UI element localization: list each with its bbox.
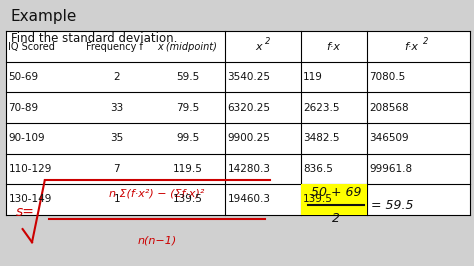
- Text: 2: 2: [114, 72, 120, 82]
- Text: 70-89: 70-89: [9, 103, 38, 113]
- Bar: [6, 31, 470, 215]
- Text: 2623.5: 2623.5: [303, 103, 339, 113]
- Text: 99.5: 99.5: [176, 133, 199, 143]
- Text: 1: 1: [114, 194, 120, 204]
- Text: n(n−1): n(n−1): [137, 236, 176, 246]
- Text: Frequency f: Frequency f: [86, 42, 143, 52]
- Text: 7080.5: 7080.5: [369, 72, 405, 82]
- Text: n Σ(f·x²) − (Σf·x)²: n Σ(f·x²) − (Σf·x)²: [109, 189, 205, 198]
- Text: = 59.5: = 59.5: [371, 199, 414, 212]
- Text: s=: s=: [16, 205, 35, 219]
- Text: 99961.8: 99961.8: [369, 164, 412, 174]
- Text: 9900.25: 9900.25: [228, 133, 271, 143]
- Text: Example: Example: [11, 9, 77, 24]
- Text: 90-109: 90-109: [9, 133, 45, 143]
- Text: 139.5: 139.5: [303, 194, 333, 204]
- Text: 130-149: 130-149: [9, 194, 52, 204]
- Text: 836.5: 836.5: [303, 164, 333, 174]
- Text: 3540.25: 3540.25: [228, 72, 271, 82]
- Text: 3482.5: 3482.5: [303, 133, 339, 143]
- Text: 139.5: 139.5: [173, 194, 202, 204]
- Text: f·x: f·x: [327, 42, 341, 52]
- Text: f·x: f·x: [404, 42, 419, 52]
- Text: 33: 33: [110, 103, 123, 113]
- Text: 119: 119: [303, 72, 323, 82]
- Text: x (midpoint): x (midpoint): [157, 42, 218, 52]
- Text: 19460.3: 19460.3: [228, 194, 271, 204]
- Text: Find the standard deviation.: Find the standard deviation.: [11, 32, 177, 45]
- Text: 35: 35: [110, 133, 123, 143]
- Text: 59.5: 59.5: [176, 72, 199, 82]
- Text: 2: 2: [332, 212, 340, 225]
- Text: 6320.25: 6320.25: [228, 103, 271, 113]
- Text: 119.5: 119.5: [173, 164, 202, 174]
- Text: 208568: 208568: [369, 103, 409, 113]
- Text: 346509: 346509: [369, 133, 409, 143]
- Text: 14280.3: 14280.3: [228, 164, 271, 174]
- Text: 2: 2: [423, 38, 428, 47]
- Text: 110-129: 110-129: [9, 164, 52, 174]
- Text: 50-69: 50-69: [9, 72, 38, 82]
- Text: IQ Scored: IQ Scored: [9, 42, 55, 52]
- Bar: [301, 184, 366, 215]
- Text: 79.5: 79.5: [176, 103, 199, 113]
- Text: 50 + 69: 50 + 69: [310, 186, 361, 199]
- Text: 7: 7: [114, 164, 120, 174]
- Text: 2: 2: [265, 38, 270, 47]
- Text: x: x: [255, 42, 262, 52]
